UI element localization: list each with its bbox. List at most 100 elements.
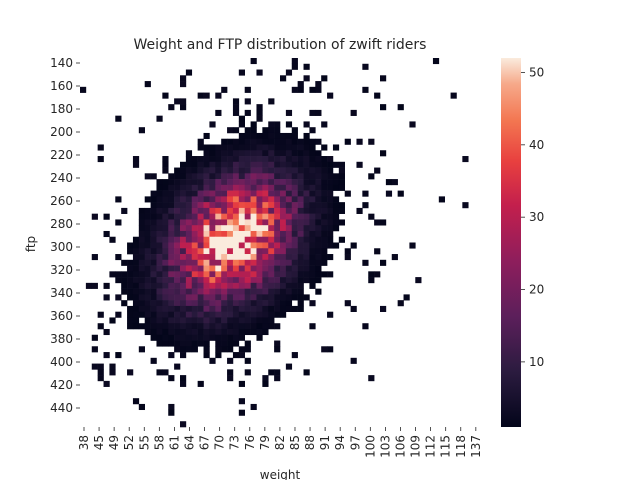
heatmap-cell xyxy=(197,288,204,295)
heatmap-cell xyxy=(285,167,293,174)
heatmap-cell xyxy=(180,184,187,191)
heatmap-cell xyxy=(303,271,310,278)
heatmap-cell xyxy=(168,248,175,255)
x-tick-label: 79 xyxy=(258,435,272,450)
heatmap-cell xyxy=(221,190,228,197)
heatmap-cell xyxy=(156,179,163,186)
heatmap-cell xyxy=(238,288,245,295)
x-tick-label: 118 xyxy=(454,435,468,458)
heatmap-cell xyxy=(262,144,269,151)
heatmap-cell xyxy=(227,323,234,330)
heatmap-cell xyxy=(197,167,204,174)
heatmap-cell xyxy=(315,179,322,186)
heatmap-cell xyxy=(180,334,187,341)
heatmap-cell xyxy=(274,282,281,289)
heatmap-cell xyxy=(144,317,151,324)
heatmap-cell xyxy=(309,282,316,289)
heatmap-cell xyxy=(250,265,257,272)
heatmap-cell xyxy=(309,265,316,272)
heatmap-cell xyxy=(232,282,240,289)
heatmap-cell xyxy=(332,202,340,209)
heatmap-cell xyxy=(332,179,340,186)
heatmap-cell xyxy=(150,254,157,261)
heatmap-cell xyxy=(221,300,228,307)
heatmap-cell xyxy=(174,294,181,301)
heatmap-cell xyxy=(327,184,334,191)
heatmap-cell xyxy=(374,167,381,174)
heatmap-cell xyxy=(244,311,251,318)
heatmap-cell xyxy=(185,265,193,272)
heatmap-cell xyxy=(138,225,145,232)
heatmap-cell xyxy=(215,346,222,353)
heatmap-cell xyxy=(285,161,293,168)
heatmap-cell xyxy=(285,230,293,238)
heatmap-cell xyxy=(191,173,198,180)
heatmap-cell xyxy=(221,236,228,243)
heatmap-cell xyxy=(197,334,204,341)
heatmap-cell xyxy=(327,254,334,261)
heatmap-cell xyxy=(191,271,198,278)
heatmap-cell xyxy=(250,288,257,295)
heatmap-cell xyxy=(262,179,269,186)
heatmap-cell xyxy=(268,127,275,134)
heatmap-cell xyxy=(268,305,275,312)
heatmap-cell xyxy=(221,294,228,301)
heatmap-cell xyxy=(232,167,240,174)
heatmap-cell xyxy=(227,167,234,174)
heatmap-cell xyxy=(285,294,293,301)
heatmap-cell xyxy=(256,190,263,197)
heatmap-cell xyxy=(221,277,228,284)
heatmap-cell xyxy=(303,230,310,238)
y-tick-label: 140 xyxy=(50,56,73,70)
heatmap-cell xyxy=(209,144,216,151)
heatmap-cell xyxy=(315,196,322,203)
heatmap-cell xyxy=(215,352,222,359)
heatmap-cell xyxy=(138,403,145,411)
heatmap-cell xyxy=(109,363,116,370)
heatmap-cell xyxy=(203,282,210,289)
heatmap-cell xyxy=(103,328,110,336)
colorbar-tick-label: 20 xyxy=(529,283,544,297)
heatmap-cell xyxy=(191,277,198,284)
heatmap-cell xyxy=(132,323,140,330)
heatmap-cell xyxy=(203,340,210,347)
heatmap-cell xyxy=(232,254,240,261)
heatmap-cell xyxy=(185,173,193,180)
heatmap-cell xyxy=(203,92,210,99)
heatmap-cell xyxy=(185,282,193,289)
heatmap-cell xyxy=(303,225,310,232)
heatmap-cell xyxy=(309,127,316,134)
heatmap-cell xyxy=(315,150,322,157)
heatmap-cell xyxy=(274,173,281,180)
heatmap-cell xyxy=(232,179,240,186)
x-tick-label: 85 xyxy=(288,435,302,450)
heatmap-cell xyxy=(215,184,222,191)
heatmap-cell xyxy=(156,282,163,289)
heatmap-cell xyxy=(315,167,322,174)
heatmap-cell xyxy=(180,207,187,214)
heatmap-cell xyxy=(185,213,193,220)
heatmap-cell xyxy=(209,317,216,324)
heatmap-cell xyxy=(256,311,263,318)
heatmap-cell xyxy=(256,236,263,243)
heatmap-cell xyxy=(332,213,340,220)
heatmap-cell xyxy=(238,219,245,226)
heatmap-cell xyxy=(180,300,187,307)
heatmap-cell xyxy=(250,58,257,65)
heatmap-cell xyxy=(315,236,322,243)
heatmap-cell xyxy=(268,259,275,266)
heatmap-cell xyxy=(380,75,387,82)
heatmap-cell xyxy=(268,271,275,278)
heatmap-cell xyxy=(215,328,222,336)
heatmap-cell xyxy=(144,219,151,226)
heatmap-cell xyxy=(232,305,240,312)
heatmap-cell xyxy=(238,167,245,174)
heatmap-cell xyxy=(268,184,275,191)
heatmap-cell xyxy=(191,202,198,209)
heatmap-cell xyxy=(327,161,334,168)
heatmap-cell xyxy=(268,311,275,318)
heatmap-cell xyxy=(191,213,198,220)
heatmap-cell xyxy=(238,150,245,157)
heatmap-cell xyxy=(262,127,269,134)
heatmap-cell xyxy=(291,144,298,151)
